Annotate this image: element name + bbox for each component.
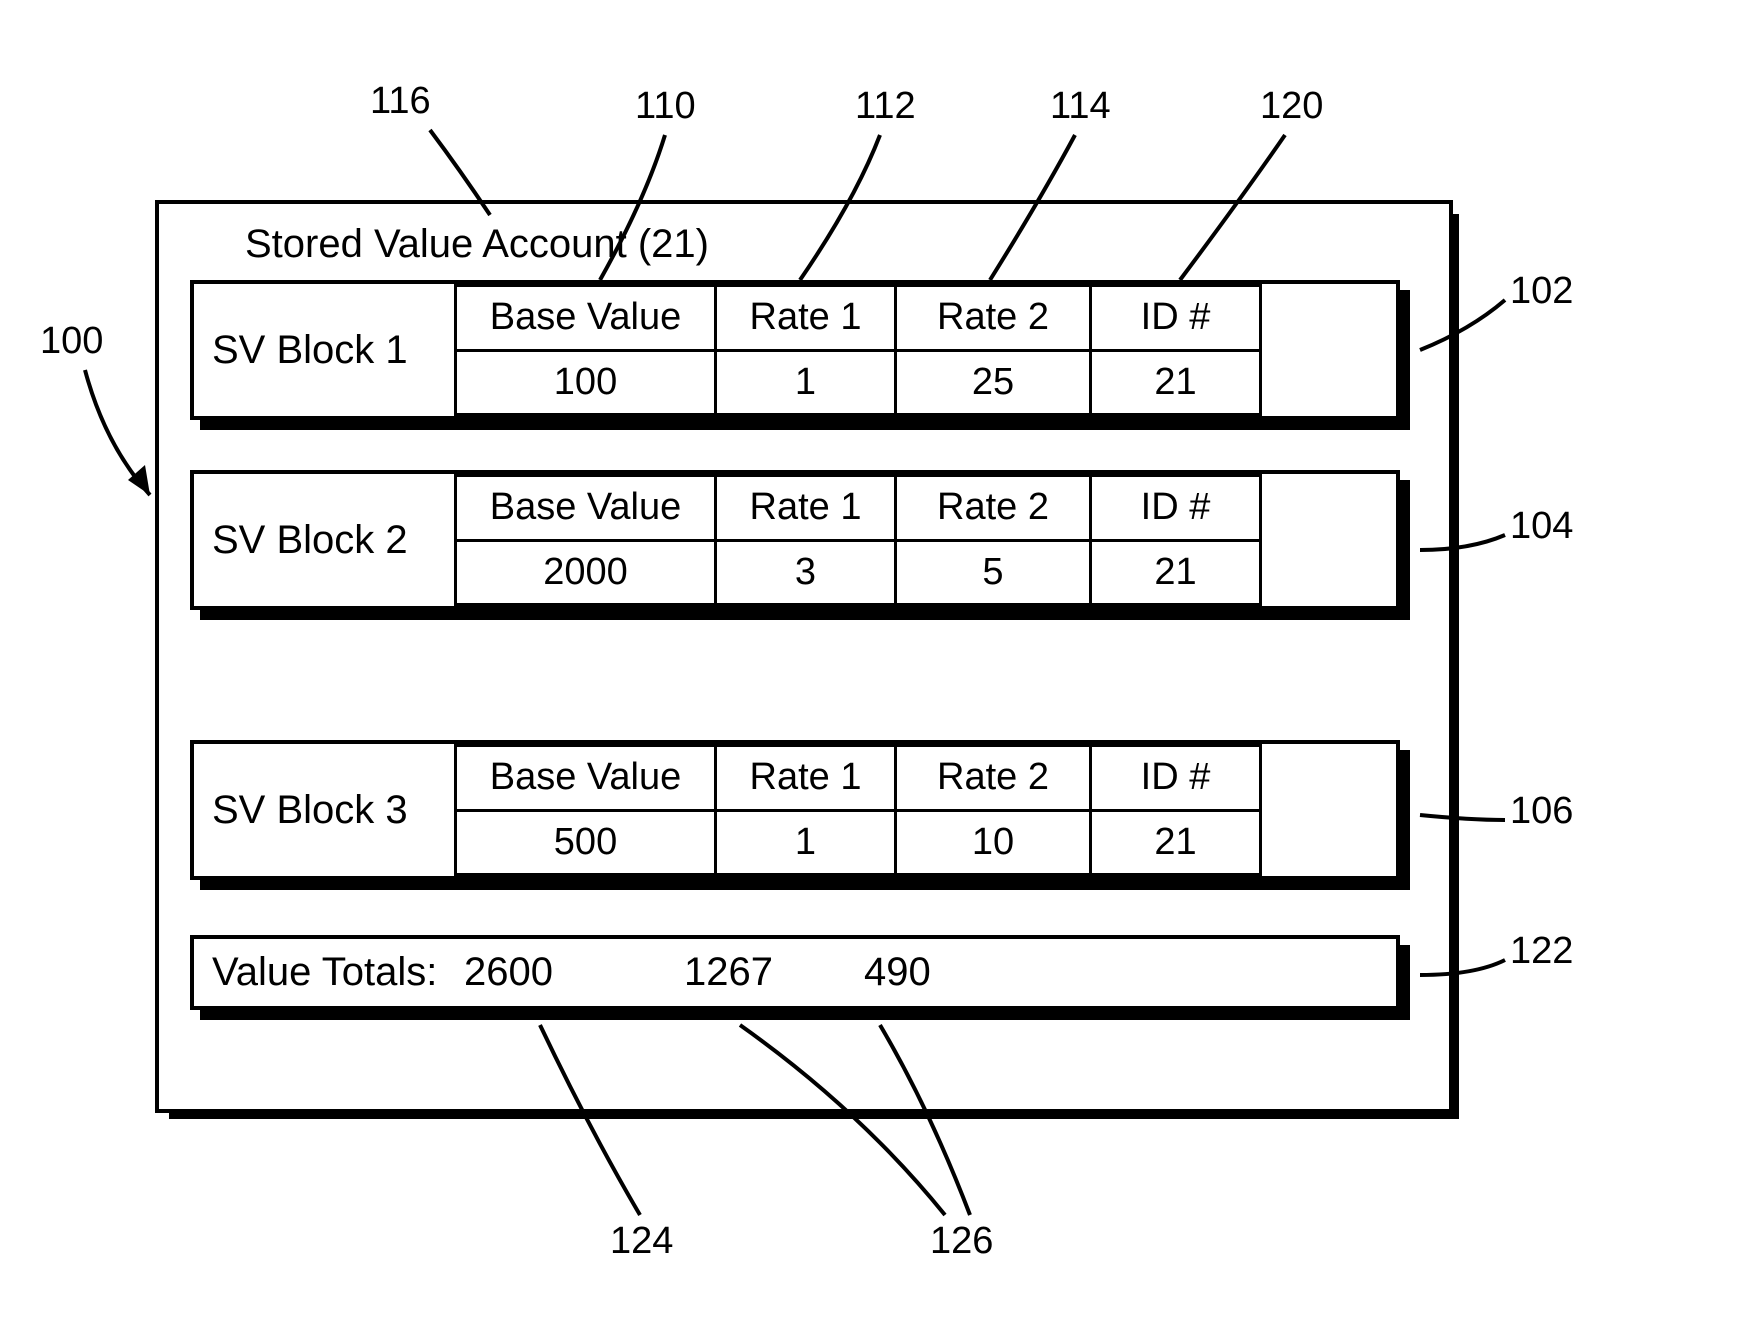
- callout-label-106: 106: [1510, 790, 1573, 833]
- totals-value-1: 1267: [684, 950, 864, 995]
- callout-label-104: 104: [1510, 505, 1573, 548]
- table-row: 500 1 10 21: [456, 810, 1261, 875]
- sv-table: Base Value Rate 1 Rate 2 ID # 2000 3 5 2…: [454, 474, 1262, 606]
- callout-label-102: 102: [1510, 270, 1573, 313]
- callout-label-126: 126: [930, 1220, 993, 1263]
- table-row: Base Value Rate 1 Rate 2 ID #: [456, 746, 1261, 811]
- col-header-rate-1: Rate 1: [716, 746, 896, 811]
- table-row: Base Value Rate 1 Rate 2 ID #: [456, 286, 1261, 351]
- cell-base-value: 500: [456, 810, 716, 875]
- col-header-id: ID #: [1091, 476, 1261, 541]
- sv-block-label: SV Block 1: [194, 284, 454, 416]
- sv-block-2: SV Block 2 Base Value Rate 1 Rate 2 ID #…: [190, 470, 1400, 610]
- callout-label-114: 114: [1050, 85, 1111, 128]
- col-header-id: ID #: [1091, 286, 1261, 351]
- cell-rate-1: 3: [716, 540, 896, 605]
- page-title: Stored Value Account (21): [245, 222, 709, 267]
- callout-label-122: 122: [1510, 930, 1573, 973]
- col-header-rate-1: Rate 1: [716, 286, 896, 351]
- cell-rate-2: 25: [896, 350, 1091, 415]
- col-header-base-value: Base Value: [456, 476, 716, 541]
- cell-rate-2: 10: [896, 810, 1091, 875]
- sv-block-1: SV Block 1 Base Value Rate 1 Rate 2 ID #…: [190, 280, 1400, 420]
- col-header-base-value: Base Value: [456, 746, 716, 811]
- totals-label: Value Totals:: [194, 950, 464, 995]
- callout-label-100: 100: [40, 320, 103, 363]
- callout-label-110: 110: [635, 85, 696, 128]
- totals-value-base: 2600: [464, 950, 684, 995]
- totals-bar: Value Totals: 2600 1267 490: [190, 935, 1400, 1010]
- cell-rate-1: 1: [716, 810, 896, 875]
- cell-rate-1: 1: [716, 350, 896, 415]
- sv-table: Base Value Rate 1 Rate 2 ID # 100 1 25 2…: [454, 284, 1262, 416]
- col-header-rate-2: Rate 2: [896, 476, 1091, 541]
- col-header-rate-2: Rate 2: [896, 746, 1091, 811]
- col-header-rate-1: Rate 1: [716, 476, 896, 541]
- cell-id: 21: [1091, 810, 1261, 875]
- sv-block-3: SV Block 3 Base Value Rate 1 Rate 2 ID #…: [190, 740, 1400, 880]
- col-header-id: ID #: [1091, 746, 1261, 811]
- col-header-rate-2: Rate 2: [896, 286, 1091, 351]
- cell-base-value: 2000: [456, 540, 716, 605]
- sv-block-label: SV Block 2: [194, 474, 454, 606]
- callout-label-116: 116: [370, 80, 431, 123]
- callout-label-112: 112: [855, 85, 916, 128]
- table-row: 100 1 25 21: [456, 350, 1261, 415]
- sv-block-label: SV Block 3: [194, 744, 454, 876]
- cell-rate-2: 5: [896, 540, 1091, 605]
- cell-id: 21: [1091, 350, 1261, 415]
- callout-label-124: 124: [610, 1220, 673, 1263]
- cell-base-value: 100: [456, 350, 716, 415]
- callout-label-120: 120: [1260, 85, 1323, 128]
- totals-value-2: 490: [864, 950, 1064, 995]
- sv-table: Base Value Rate 1 Rate 2 ID # 500 1 10 2…: [454, 744, 1262, 876]
- table-row: 2000 3 5 21: [456, 540, 1261, 605]
- table-row: Base Value Rate 1 Rate 2 ID #: [456, 476, 1261, 541]
- cell-id: 21: [1091, 540, 1261, 605]
- col-header-base-value: Base Value: [456, 286, 716, 351]
